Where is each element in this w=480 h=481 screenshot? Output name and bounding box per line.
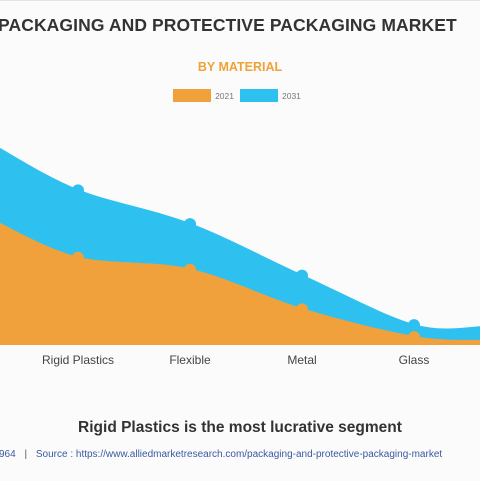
x-tick-labels: Rigid Plastics Flexible Metal Glass bbox=[42, 353, 429, 367]
point-2021-glass bbox=[408, 331, 420, 344]
point-2021-rigid-plastics bbox=[72, 251, 84, 264]
point-2021-metal bbox=[296, 303, 308, 316]
point-2021-flexible bbox=[184, 263, 196, 276]
headline-text: Rigid Plastics is the most lucrative seg… bbox=[78, 419, 402, 436]
legend-swatch-2031 bbox=[240, 89, 278, 102]
marker-layer bbox=[72, 184, 420, 344]
source-link[interactable]: Source : https://www.alliedmarketresearc… bbox=[35, 449, 443, 460]
footer-separator: | bbox=[24, 449, 28, 460]
chart-subtitle: BY MATERIAL bbox=[197, 60, 283, 74]
series-layer bbox=[0, 147, 480, 345]
legend-label-2031: 2031 bbox=[282, 90, 301, 101]
legend-swatch-2021 bbox=[173, 89, 212, 102]
area-series-2021 bbox=[0, 224, 480, 345]
chart-legend: 2021 2031 bbox=[0, 89, 480, 102]
chart-title: PACKAGING AND PROTECTIVE PACKAGING MARKE… bbox=[0, 15, 457, 35]
x-tick-label: Flexible bbox=[169, 353, 211, 367]
x-tick-label: Glass bbox=[399, 353, 430, 367]
legend-item-2021: 2021 bbox=[173, 89, 240, 102]
legend-item-2031: 2031 bbox=[240, 89, 307, 102]
source-footer: 964 | Source : https://www.alliedmarketr… bbox=[0, 449, 480, 460]
point-2031-glass bbox=[408, 319, 420, 332]
point-2031-rigid-plastics bbox=[72, 184, 84, 197]
x-tick-label: Rigid Plastics bbox=[42, 353, 114, 367]
legend-label-2021: 2021 bbox=[215, 90, 234, 101]
x-tick-label: Metal bbox=[287, 353, 316, 367]
point-2031-metal bbox=[296, 269, 308, 282]
footer-id: 964 bbox=[0, 449, 16, 460]
point-2031-flexible bbox=[184, 218, 196, 231]
